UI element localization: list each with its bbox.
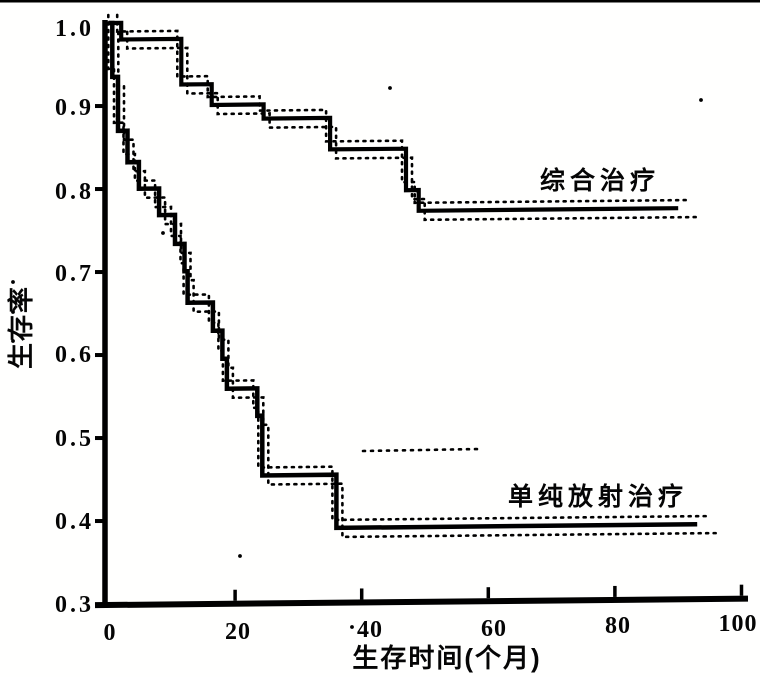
y-tick-label: 1.0	[55, 16, 94, 42]
x-tick-label: 40	[357, 617, 383, 643]
scan-speck	[161, 231, 165, 235]
curve-radiation-only	[108, 20, 698, 531]
scan-border-top	[0, 0, 760, 3]
scan-speck	[388, 86, 392, 90]
y-tick-label: 0.6	[55, 342, 94, 368]
scan-speck	[699, 98, 703, 102]
y-axis-title: 生存率	[6, 285, 36, 369]
confidence-band-radiation-upper	[107, 13, 711, 522]
x-tick-label: 100	[719, 611, 758, 637]
y-tick-label: 0.9	[55, 95, 94, 121]
x-axis-title: 生存时间(个月)	[352, 643, 541, 673]
y-axis-tick-labels: 1.0 0.9 0.8 0.7 0.6 0.5 0.4 0.3	[55, 16, 94, 618]
y-tick-label: 0.4	[55, 509, 94, 535]
x-axis-line	[94, 595, 749, 609]
scan-speck	[11, 280, 15, 284]
scan-speck	[350, 625, 354, 629]
scan-speck	[11, 310, 15, 314]
x-axis-tick-labels: 0 20 40 60 80 100	[104, 611, 758, 646]
x-tick-label: 20	[225, 619, 251, 645]
plot-area	[0, 0, 760, 629]
x-tick-label: 0	[104, 620, 117, 646]
y-tick-label: 0.7	[55, 261, 94, 287]
x-tick-label: 60	[481, 616, 507, 642]
label-combined-treatment: 综合治疗	[540, 166, 660, 195]
scan-speck	[11, 339, 15, 343]
confidence-band-segment	[361, 447, 482, 453]
y-tick-label: 0.3	[55, 592, 94, 618]
confidence-band-combined-lower	[125, 30, 702, 222]
y-tick-label: 0.5	[55, 426, 94, 452]
curve-combined-treatment	[108, 20, 679, 213]
confidence-band-radiation-lower	[117, 30, 721, 539]
x-tick-label: 80	[605, 613, 631, 639]
label-radiation-only: 单纯放射治疗	[508, 482, 688, 511]
scan-speck	[238, 554, 242, 558]
confidence-band-combined-upper	[115, 13, 692, 205]
y-tick-label: 0.8	[55, 179, 94, 205]
